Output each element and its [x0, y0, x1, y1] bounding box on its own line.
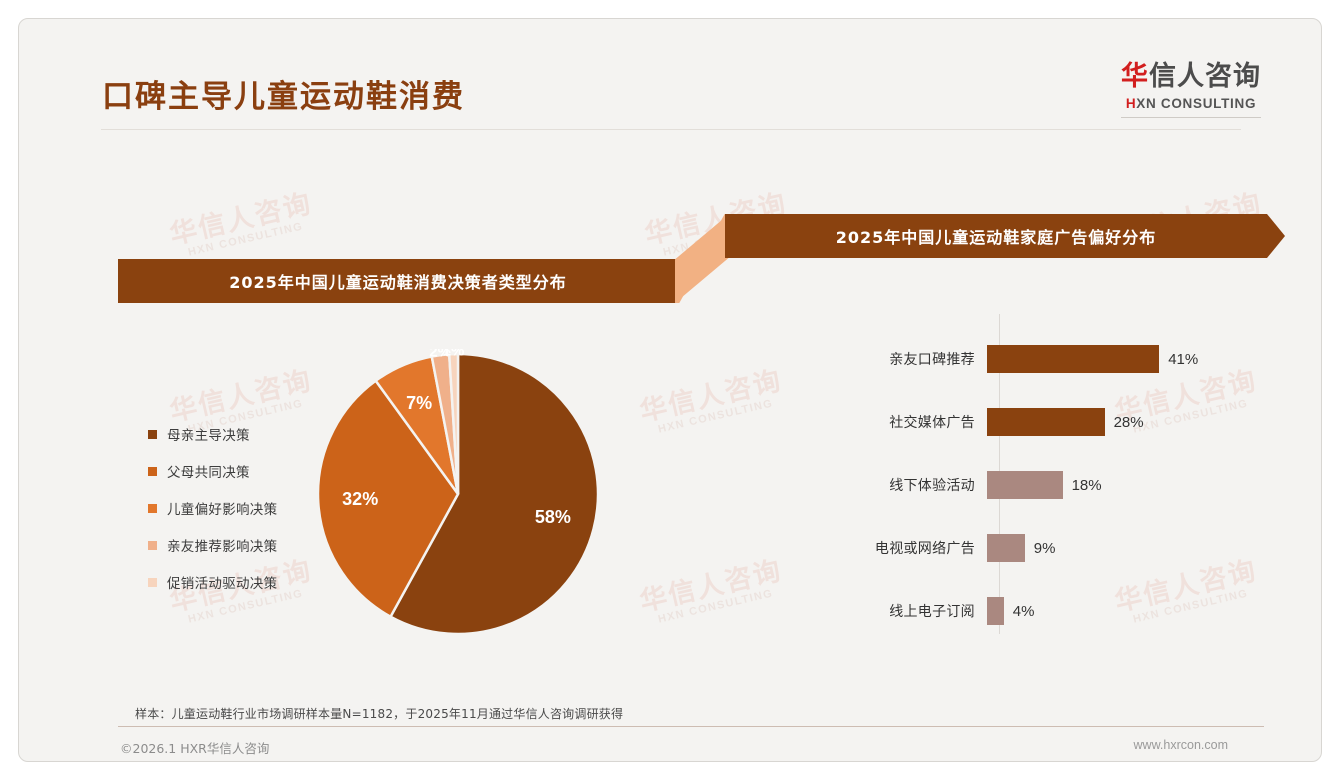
- slide-canvas: 华信人咨询 HXN CONSULTING 华信人咨询 HXN CONSULTING华信…: [18, 18, 1322, 762]
- bar-value-label: 4%: [1012, 602, 1035, 620]
- pie-data-label: 58%: [535, 507, 571, 527]
- banner-arrow-tip-icon: [1267, 214, 1285, 258]
- legend-swatch-icon: [148, 466, 157, 476]
- bar-value-label: 18%: [1071, 476, 1102, 494]
- pie-legend-item[interactable]: 亲友推荐影响决策: [148, 535, 277, 555]
- bar-track: 41%: [987, 345, 1279, 373]
- pie-legend: 母亲主导决策 父母共同决策儿童偏好影响决策 亲友推荐影响决策 促销活动驱动决策: [148, 424, 277, 609]
- legend-swatch-icon: [148, 503, 157, 513]
- logo-english-rest: XN CONSULTING: [1136, 96, 1257, 111]
- title-divider: [101, 129, 1241, 130]
- bar-track: 4%: [987, 597, 1279, 625]
- bar-track: 18%: [987, 471, 1279, 499]
- logo-chinese: 华信人咨询: [1121, 63, 1261, 90]
- pie-legend-item[interactable]: 促销活动驱动决策: [148, 572, 277, 592]
- bar-category-label: 电视或网络广告: [874, 541, 975, 557]
- pie-data-label: 2%: [429, 349, 451, 360]
- logo-hua-char: 华: [1121, 61, 1149, 92]
- company-logo: 华信人咨询 HXN CONSULTING: [1121, 63, 1261, 118]
- banner-connector-fill: [675, 214, 729, 303]
- pie-slice[interactable]: [316, 378, 460, 619]
- bar-fill[interactable]: [987, 471, 1063, 499]
- pie-slice[interactable]: [388, 352, 600, 636]
- banner-right-title: 2025年中国儿童运动鞋家庭广告偏好分布: [725, 214, 1267, 258]
- pie-legend-item[interactable]: 母亲主导决策: [148, 424, 277, 444]
- bar-category-label: 亲友口碑推荐: [889, 352, 975, 368]
- page-title: 口碑主导儿童运动鞋消费: [102, 79, 465, 115]
- bar-category-label: 社交媒体广告: [889, 415, 975, 431]
- bar-value-label: 41%: [1168, 350, 1199, 368]
- bar-value-label: 9%: [1033, 539, 1056, 557]
- pie-legend-item[interactable]: 儿童偏好影响决策: [148, 498, 277, 518]
- bar-track: 9%: [987, 534, 1279, 562]
- bar-value-label: 28%: [1113, 413, 1144, 431]
- copyright-text: ©2026.1 HXR华信人咨询: [120, 741, 270, 756]
- bar-fill[interactable]: [987, 345, 1160, 373]
- bar-fill[interactable]: [987, 534, 1025, 562]
- bar-track: 28%: [987, 408, 1279, 436]
- logo-h-char: H: [1125, 96, 1137, 111]
- website-text: www.hxrcon.com: [1133, 738, 1228, 752]
- pie-chart: 58% 32% 7% 2% 1%: [313, 349, 603, 639]
- legend-swatch-icon: [148, 540, 157, 550]
- footer-divider: [118, 726, 1264, 727]
- pie-data-label: 32%: [342, 489, 378, 509]
- pie-chart-panel: 母亲主导决策 父母共同决策儿童偏好影响决策 亲友推荐影响决策 促销活动驱动决策 58%…: [118, 339, 678, 649]
- pie-legend-label: 促销活动驱动决策: [167, 576, 278, 592]
- pie-data-label: 1%: [443, 349, 465, 359]
- section-banners: 2025年中国儿童运动鞋消费决策者类型分布 2025年中国儿童运动鞋家庭广告偏好…: [19, 19, 1321, 761]
- source-footnote: 样本：儿童运动鞋行业市场调研样本量N=1182，于2025年11月通过华信人咨询…: [135, 707, 624, 721]
- bar-chart-row[interactable]: 电视或网络广告 9%: [719, 533, 1279, 563]
- slide-header: 口碑主导儿童运动鞋消费 华信人咨询 HXN CONSULTING: [19, 19, 1321, 130]
- bar-chart-row[interactable]: 线上电子订阅 4%: [719, 596, 1279, 626]
- logo-chinese-rest: 信人咨询: [1149, 61, 1261, 92]
- legend-swatch-icon: [148, 429, 157, 439]
- pie-legend-label: 儿童偏好影响决策: [167, 502, 278, 518]
- legend-swatch-icon: [148, 577, 157, 587]
- pie-legend-item[interactable]: 父母共同决策: [148, 461, 277, 481]
- bar-fill[interactable]: [987, 408, 1105, 436]
- bar-chart-row[interactable]: 社交媒体广告 28%: [719, 407, 1279, 437]
- bar-fill[interactable]: [987, 597, 1004, 625]
- pie-slice[interactable]: [447, 352, 460, 495]
- pie-legend-label: 亲友推荐影响决策: [167, 539, 278, 555]
- pie-chart-svg: 58% 32% 7% 2%1%: [316, 349, 600, 636]
- pie-legend-label: 母亲主导决策: [167, 428, 250, 444]
- bar-chart-row[interactable]: 线下体验活动 18%: [719, 470, 1279, 500]
- logo-divider: [1121, 116, 1261, 118]
- bar-category-label: 线上电子订阅: [889, 604, 975, 620]
- bar-chart-panel: 亲友口碑推荐 41% 社交媒体广告 28% 线下体验活动 18% 电视或网络广告 9% 线上电子…: [719, 314, 1279, 654]
- pie-legend-label: 父母共同决策: [167, 465, 250, 481]
- bar-chart-row[interactable]: 亲友口碑推荐 41%: [719, 344, 1279, 374]
- pie-data-label: 7%: [406, 393, 432, 413]
- logo-english: HXN CONSULTING: [1121, 97, 1261, 111]
- bar-category-label: 线下体验活动: [889, 478, 975, 494]
- banner-left-title: 2025年中国儿童运动鞋消费决策者类型分布: [118, 259, 678, 303]
